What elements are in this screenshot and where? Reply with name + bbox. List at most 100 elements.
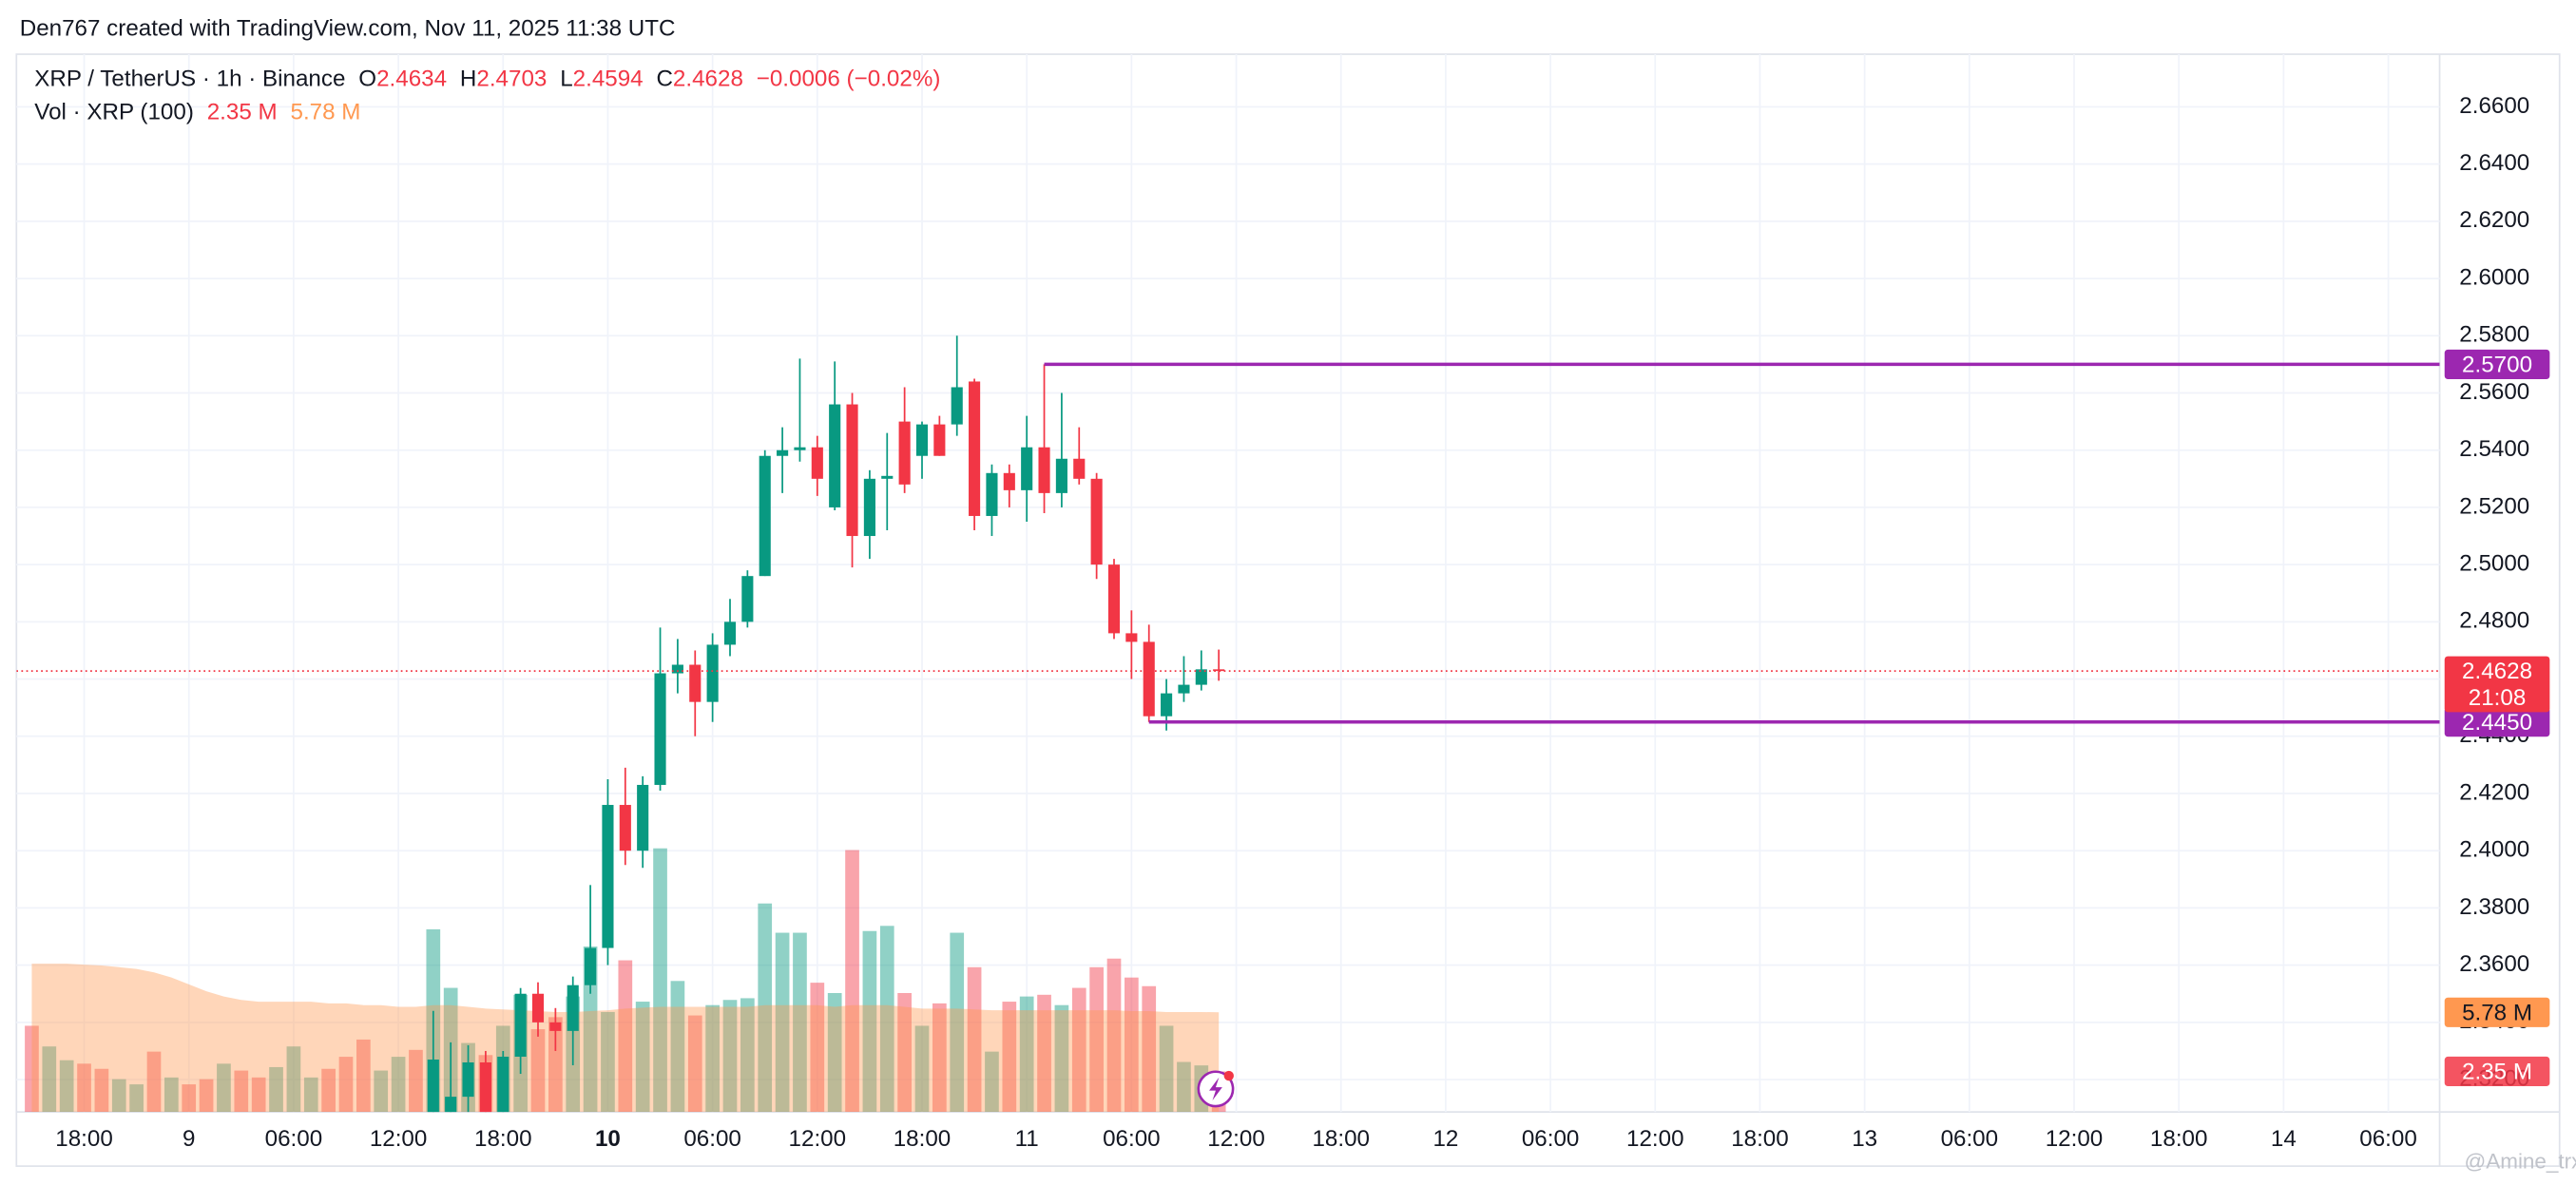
candle-body [1073, 458, 1086, 479]
candle-body [863, 478, 875, 537]
volume-bar [950, 932, 965, 1113]
candle-body [1107, 564, 1121, 634]
volume-bar [42, 1046, 57, 1113]
candle-body [969, 381, 981, 516]
x-tick-label: 06:00 [2359, 1126, 2417, 1152]
x-tick-label: 12:00 [1207, 1126, 1265, 1152]
x-tick-label: 06:00 [1522, 1126, 1580, 1152]
y-tick-label: 2.6600 [2459, 93, 2529, 119]
volume-bar [338, 1057, 354, 1113]
symbol: XRP / TetherUS · 1h · Binance [34, 67, 345, 92]
volume-bar [251, 1077, 266, 1113]
candle-body [479, 1061, 491, 1113]
candle-body [497, 1056, 509, 1113]
volume-bar [374, 1070, 389, 1113]
volume-bar [758, 903, 773, 1113]
volume-bar [740, 998, 755, 1113]
y-tick-label: 2.6000 [2459, 264, 2529, 290]
volume-bar [1071, 987, 1086, 1113]
candle-body [1143, 641, 1155, 717]
volume-bar [914, 1025, 930, 1113]
volume-bar [164, 1077, 179, 1113]
x-tick-label: 18:00 [55, 1126, 113, 1152]
candle-body [427, 1059, 439, 1113]
volume-ma-area [31, 964, 1220, 1113]
y-tick-label: 2.4200 [2459, 779, 2529, 805]
candle-body [777, 449, 789, 456]
candle-body [1213, 669, 1225, 672]
volume-bar [1037, 994, 1051, 1113]
h-label: H [460, 67, 476, 92]
volume-bar [269, 1066, 283, 1113]
volume-bar [1159, 1025, 1174, 1113]
x-tick-label: 9 [183, 1126, 195, 1152]
x-tick-label: 10 [595, 1126, 621, 1152]
y-tick-label: 2.5600 [2459, 379, 2529, 405]
x-tick-label: 12:00 [2046, 1126, 2104, 1152]
x-tick-label: 06:00 [265, 1126, 323, 1152]
candle-body [915, 424, 929, 456]
x-tick-label: 18:00 [1731, 1126, 1789, 1152]
x-tick-label: 12:00 [789, 1126, 847, 1152]
candle-body [514, 993, 527, 1057]
volume-bar [303, 1077, 318, 1113]
volume-bar [530, 1029, 546, 1113]
candle-body [811, 447, 823, 479]
plot [16, 335, 2440, 1113]
y-tick-label: 2.5200 [2459, 493, 2529, 519]
candle-body [1090, 478, 1103, 565]
candle-body [637, 784, 649, 851]
volume-bar [845, 850, 859, 1113]
o-value: 2.4634 [376, 67, 447, 92]
l-value: 2.4594 [573, 67, 644, 92]
volume-bar [182, 1084, 197, 1113]
axes: 2.32002.34002.36002.38002.40002.42002.44… [55, 93, 2550, 1152]
volume-bar [321, 1068, 336, 1113]
volume-bar [635, 1002, 650, 1113]
candle-body [706, 644, 719, 702]
header: Den767 created with TradingView.com, Nov… [20, 16, 676, 42]
candle-body [671, 664, 683, 674]
x-tick-label: 12:00 [370, 1126, 428, 1152]
candle-body [794, 447, 806, 450]
volume-bar [234, 1070, 249, 1113]
countdown: 21:08 [2469, 685, 2527, 711]
volume-ma-tag-label: 5.78 M [2462, 1000, 2532, 1025]
icon-bolt[interactable] [1209, 1077, 1222, 1100]
candle-body [1055, 458, 1067, 493]
candle-body [445, 1097, 457, 1113]
candle-body [1161, 693, 1173, 717]
vol-ma-value: 5.78 M [291, 100, 361, 125]
volume-bar [583, 946, 598, 1113]
l-label: L [560, 67, 572, 92]
vol-value: 2.35 M [207, 100, 278, 125]
volume-bar [1106, 958, 1122, 1113]
volume-bar [25, 1025, 39, 1113]
y-tick-label: 2.3800 [2459, 894, 2529, 920]
volume-tag [2444, 1056, 2550, 1087]
volume-bar [94, 1068, 109, 1113]
icon-dot[interactable] [1223, 1070, 1234, 1081]
x-tick-label: 13 [1852, 1126, 1877, 1152]
volume-legend: Vol · XRP (100) 2.35 M 5.78 M [34, 100, 360, 125]
last-price-tag [2444, 656, 2550, 713]
candle-body [1038, 447, 1050, 493]
candle-body [602, 805, 614, 948]
volume-bar [1054, 1004, 1069, 1113]
x-tick-label: 14 [2271, 1126, 2297, 1152]
y-tick-label: 2.6400 [2459, 150, 2529, 176]
y-tick-label: 2.6200 [2459, 207, 2529, 233]
h-value: 2.4703 [476, 67, 547, 92]
alert-icon[interactable] [1197, 1070, 1235, 1108]
volume-ma-tag [2444, 997, 2550, 1027]
volume-bar [897, 992, 912, 1113]
last-price-label: 2.4628 [2462, 659, 2532, 684]
candle-body [462, 1061, 474, 1098]
y-tick-label: 2.5400 [2459, 436, 2529, 462]
volume-bar [967, 966, 982, 1113]
candle-body [829, 404, 841, 507]
c-value: 2.4628 [673, 67, 743, 92]
volume-bar [618, 960, 633, 1113]
volume-bar [1002, 1002, 1017, 1113]
